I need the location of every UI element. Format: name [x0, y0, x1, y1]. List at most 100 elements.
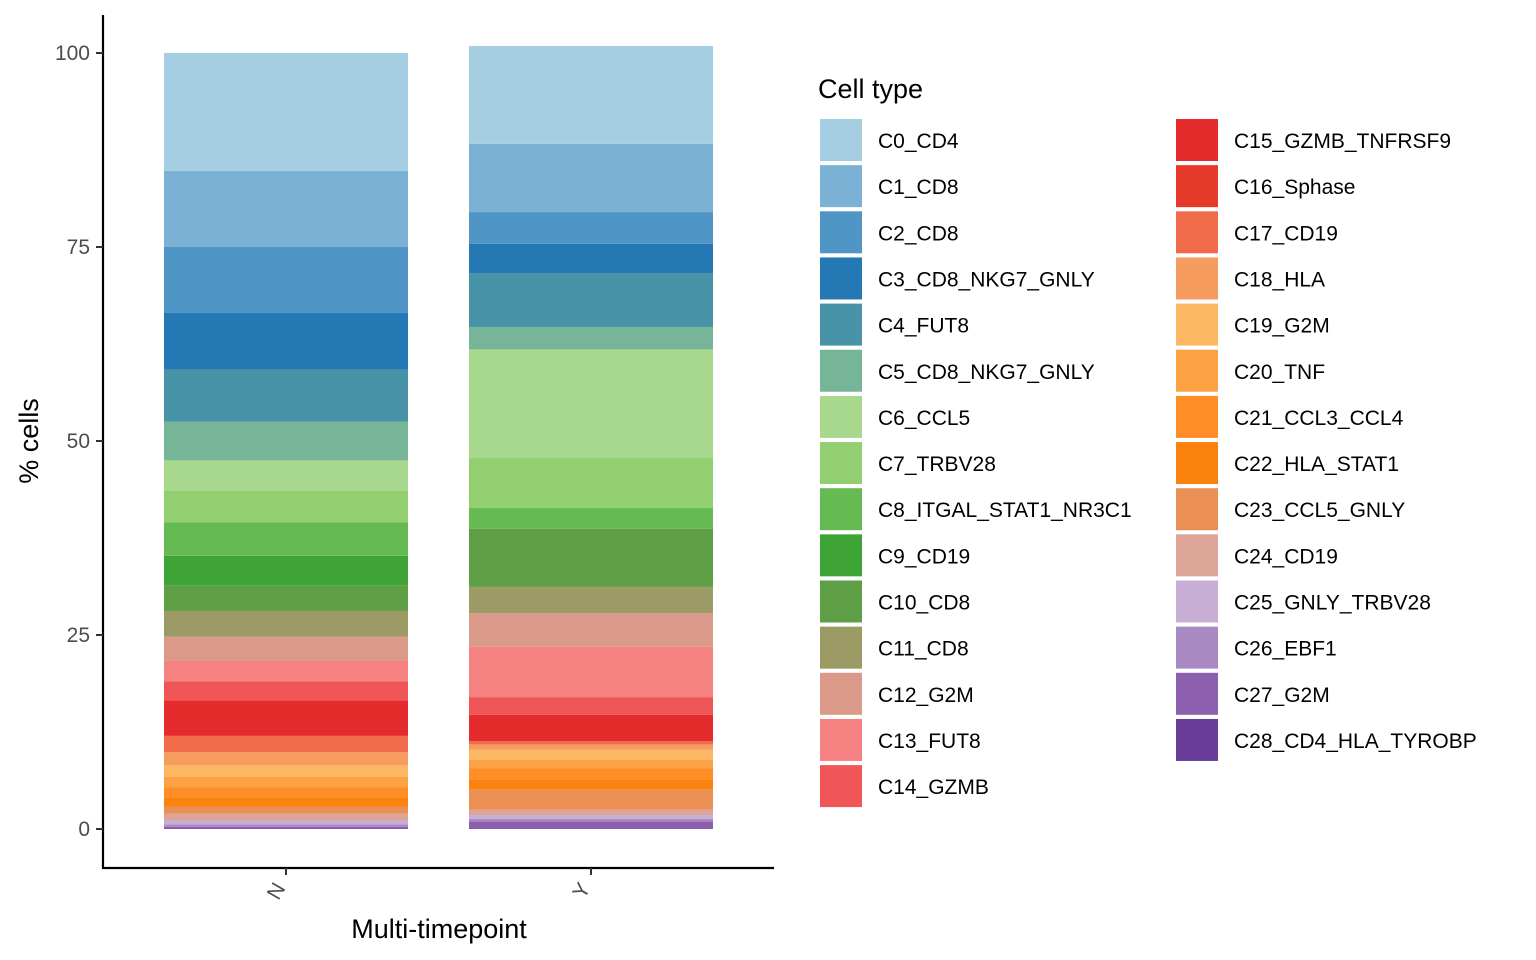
legend-label-C16_Sphase: C16_Sphase	[1234, 176, 1355, 199]
legend-label-C0_CD4: C0_CD4	[878, 130, 959, 153]
bar-segment-Y-C0_CD4	[469, 46, 713, 144]
y-tick-label: 100	[55, 42, 90, 65]
legend-swatch-C19_G2M	[1176, 304, 1218, 346]
legend-label-C15_GZMB_TNFRSF9: C15_GZMB_TNFRSF9	[1234, 130, 1451, 153]
legend-swatch-C25_GNLY_TRBV28	[1176, 581, 1218, 623]
y-tick-label: 25	[67, 624, 90, 647]
legend-swatch-C11_CD8	[820, 627, 862, 669]
bar-segment-N-C19_G2M	[164, 765, 408, 777]
bar-segment-N-C22_HLA_STAT1	[164, 797, 408, 806]
bar-segment-Y-C22_HLA_STAT1	[469, 779, 713, 789]
bar-segment-N-C3_CD8_NKG7_GNLY	[164, 313, 408, 370]
legend-label-C22_HLA_STAT1: C22_HLA_STAT1	[1234, 453, 1399, 476]
bar-segment-Y-C28_CD4_HLA_TYROBP	[469, 828, 713, 829]
legend-swatch-C3_CD8_NKG7_GNLY	[820, 257, 862, 299]
legend-swatch-C16_Sphase	[1176, 165, 1218, 207]
legend-title: Cell type	[818, 74, 923, 104]
legend-swatch-C27_G2M	[1176, 673, 1218, 715]
legend-swatch-C12_G2M	[820, 673, 862, 715]
legend-label-C23_CCL5_GNLY: C23_CCL5_GNLY	[1234, 499, 1405, 522]
legend-label-C20_TNF: C20_TNF	[1234, 361, 1325, 384]
bar-segment-Y-C12_G2M	[469, 613, 713, 646]
bar-segment-Y-C5_CD8_NKG7_GNLY	[469, 327, 713, 350]
bar-segment-N-C11_CD8	[164, 611, 408, 637]
bar-segment-Y-C10_CD8	[469, 529, 713, 587]
legend-label-C17_CD19: C17_CD19	[1234, 222, 1338, 245]
y-tick-label: 50	[67, 430, 90, 453]
bar-segment-Y-C21_CCL3_CCL4	[469, 768, 713, 779]
bar-segment-Y-C6_CCL5	[469, 349, 713, 458]
bar-segment-N-C17_CD19	[164, 736, 408, 752]
plot-area	[164, 46, 713, 829]
legend-swatch-C24_CD19	[1176, 534, 1218, 576]
bar-segment-N-C9_CD19	[164, 556, 408, 585]
bar-segment-N-C5_CD8_NKG7_GNLY	[164, 422, 408, 461]
legend-label-C10_CD8: C10_CD8	[878, 592, 970, 615]
legend-swatch-C18_HLA	[1176, 257, 1218, 299]
legend-swatch-C28_CD4_HLA_TYROBP	[1176, 719, 1218, 761]
legend-swatch-C1_CD8	[820, 165, 862, 207]
bar-segment-N-C20_TNF	[164, 777, 408, 787]
bar-segment-N-C12_G2M	[164, 637, 408, 661]
legend-swatch-C14_GZMB	[820, 765, 862, 807]
bar-segment-Y-C14_GZMB	[469, 697, 713, 715]
x-axis-title: Multi-timepoint	[351, 914, 527, 944]
legend-swatch-C20_TNF	[1176, 350, 1218, 392]
legend-label-C27_G2M: C27_G2M	[1234, 684, 1330, 707]
bar-segment-N-C15_GZMB_TNFRSF9	[164, 700, 408, 736]
bar-segment-Y-C24_CD19	[469, 810, 713, 815]
legend-swatch-C13_FUT8	[820, 719, 862, 761]
bar-segment-Y-C8_ITGAL_STAT1_NR3C1	[469, 508, 713, 529]
bar-segment-Y-C20_TNF	[469, 760, 713, 769]
bar-segment-N-C27_G2M	[164, 827, 408, 829]
legend-label-C3_CD8_NKG7_GNLY: C3_CD8_NKG7_GNLY	[878, 268, 1095, 291]
bar-segment-Y-C25_GNLY_TRBV28	[469, 815, 713, 819]
y-axis-title: % cells	[14, 398, 44, 484]
legend-label-C18_HLA: C18_HLA	[1234, 268, 1325, 291]
bar-segment-N-C28_CD4_HLA_TYROBP	[164, 828, 408, 829]
bar-segment-Y-C19_G2M	[469, 750, 713, 760]
legend-swatch-C6_CCL5	[820, 396, 862, 438]
legend-swatch-C23_CCL5_GNLY	[1176, 488, 1218, 530]
bar-segment-N-C10_CD8	[164, 585, 408, 611]
legend-swatch-C22_HLA_STAT1	[1176, 442, 1218, 484]
legend: Cell type C0_CD4 C1_CD8 C2_CD8 C3_CD8_NKG7_…	[818, 74, 1477, 807]
legend-swatch-C7_TRBV28	[820, 442, 862, 484]
legend-swatch-C0_CD4	[820, 119, 862, 161]
bar-segment-N-C18_HLA	[164, 752, 408, 765]
bar-segment-N-C14_GZMB	[164, 682, 408, 701]
bar-segment-Y-C2_CD8	[469, 212, 713, 244]
legend-label-C9_CD19: C9_CD19	[878, 545, 970, 568]
legend-swatch-C10_CD8	[820, 581, 862, 623]
x-tick-label: Y	[568, 879, 595, 903]
y-tick-label: 75	[67, 236, 90, 259]
x-tick-label: N	[263, 879, 291, 904]
bar-segment-Y-C23_CCL5_GNLY	[469, 789, 713, 809]
legend-label-C7_TRBV28: C7_TRBV28	[878, 453, 996, 476]
legend-label-C2_CD8: C2_CD8	[878, 222, 959, 245]
legend-label-C26_EBF1: C26_EBF1	[1234, 638, 1337, 661]
legend-label-C4_FUT8: C4_FUT8	[878, 315, 969, 338]
legend-label-C25_GNLY_TRBV28: C25_GNLY_TRBV28	[1234, 592, 1431, 615]
legend-label-C11_CD8: C11_CD8	[878, 638, 969, 661]
bar-segment-Y-C4_FUT8	[469, 273, 713, 327]
bar-segment-Y-C27_G2M	[469, 821, 713, 828]
bar-segment-N-C13_FUT8	[164, 661, 408, 682]
legend-swatch-C9_CD19	[820, 534, 862, 576]
bar-segment-N-C25_GNLY_TRBV28	[164, 820, 408, 824]
bar-segment-N-C0_CD4	[164, 53, 408, 171]
legend-label-C5_CD8_NKG7_GNLY: C5_CD8_NKG7_GNLY	[878, 361, 1095, 384]
legend-label-C21_CCL3_CCL4: C21_CCL3_CCL4	[1234, 407, 1404, 430]
bar-segment-Y-C26_EBF1	[469, 819, 713, 821]
legend-swatch-C8_ITGAL_STAT1_NR3C1	[820, 488, 862, 530]
bar-segment-N-C7_TRBV28	[164, 491, 408, 523]
bar-segment-N-C26_EBF1	[164, 824, 408, 826]
legend-swatch-C2_CD8	[820, 211, 862, 253]
legend-swatch-C21_CCL3_CCL4	[1176, 396, 1218, 438]
legend-swatch-C17_CD19	[1176, 211, 1218, 253]
bar-segment-N-C6_CCL5	[164, 460, 408, 490]
bar-segment-Y-C17_CD19	[469, 741, 713, 744]
bar-segment-N-C8_ITGAL_STAT1_NR3C1	[164, 522, 408, 555]
